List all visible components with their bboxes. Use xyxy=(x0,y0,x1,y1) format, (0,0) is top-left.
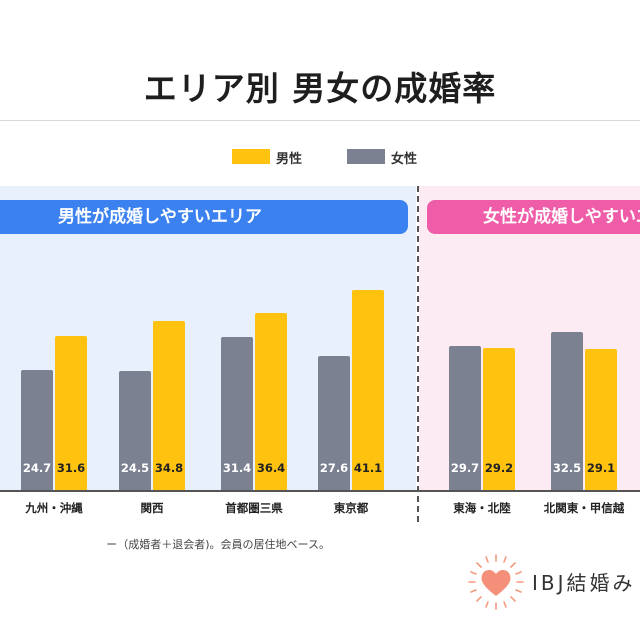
panel-divider xyxy=(417,186,419,522)
male-area-header: 男性が成婚しやすいエリア xyxy=(0,200,408,234)
category-label-3: 東京都 xyxy=(333,501,369,515)
x-axis-line xyxy=(0,490,640,492)
chart-legend: 男性 女性 xyxy=(0,146,640,167)
chart-title: エリア別 男女の成婚率 xyxy=(143,69,497,108)
value-label-male-3: 41.1 xyxy=(353,461,383,475)
legend-label-female: 女性 xyxy=(391,152,418,167)
bar-female-2 xyxy=(221,337,253,490)
bar-female-5 xyxy=(551,332,583,490)
bar-male-0 xyxy=(55,336,87,490)
bar-male-5 xyxy=(585,348,617,490)
ibj-logo: IBJ結婚み xyxy=(466,552,640,612)
male-area-header-label: 男性が成婚しやすいエリア xyxy=(58,207,262,227)
category-label-1: 関西 xyxy=(140,501,164,515)
bar-female-0 xyxy=(21,369,53,490)
bar-male-4 xyxy=(483,348,515,490)
value-label-male-2: 36.4 xyxy=(256,461,286,475)
value-label-female-4: 29.7 xyxy=(450,461,480,475)
bar-female-4 xyxy=(449,345,481,490)
legend-label-male: 男性 xyxy=(276,152,303,167)
title-divider xyxy=(0,120,640,121)
female-area-header-label: 女性が成婚しやすいエ xyxy=(483,207,640,227)
bar-male-1 xyxy=(153,320,185,490)
value-label-female-5: 32.5 xyxy=(552,461,582,475)
bar-male-2 xyxy=(255,313,287,490)
value-label-female-0: 24.7 xyxy=(22,461,52,475)
value-label-female-1: 24.5 xyxy=(120,461,150,475)
heart-logo-icon xyxy=(468,554,524,610)
value-label-female-2: 31.4 xyxy=(222,461,252,475)
category-label-4: 東海・北陸 xyxy=(453,501,511,515)
value-label-male-4: 29.2 xyxy=(484,461,514,475)
value-label-male-0: 31.6 xyxy=(56,461,86,475)
legend-swatch-male xyxy=(232,149,270,164)
value-label-male-5: 29.1 xyxy=(586,461,616,475)
bar-female-1 xyxy=(119,370,151,490)
legend-swatch-female xyxy=(347,149,385,164)
bar-female-3 xyxy=(318,355,350,490)
value-label-female-3: 27.6 xyxy=(319,461,349,475)
category-label-5: 北関東・甲信越 xyxy=(543,501,625,515)
value-label-male-1: 34.8 xyxy=(154,461,184,475)
female-area-header: 女性が成婚しやすいエ xyxy=(427,200,640,234)
footnote: ー（成婚者＋退会者)。会員の居住地ベース。 xyxy=(106,538,330,551)
category-label-2: 首都圏三県 xyxy=(225,501,283,515)
category-label-0: 九州・沖縄 xyxy=(25,501,83,515)
logo-text: IBJ結婚み xyxy=(532,571,636,595)
bar-male-3 xyxy=(352,290,384,490)
